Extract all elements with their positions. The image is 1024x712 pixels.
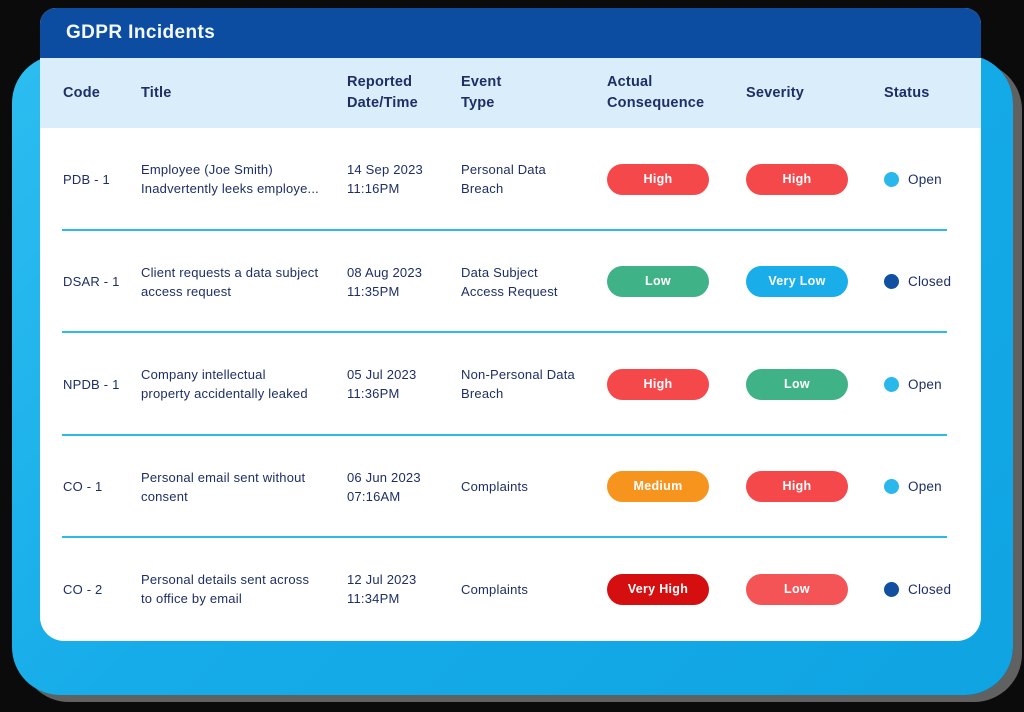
consequence-badge: Low	[607, 266, 709, 298]
column-header-consequence: Actual Consequence	[607, 74, 705, 111]
cell-severity: High	[746, 471, 884, 503]
consequence-badge: High	[607, 163, 709, 195]
table-row[interactable]: PDB - 1 Employee (Joe Smith) Inadvertentl…	[40, 128, 981, 231]
table-body: PDB - 1 Employee (Joe Smith) Inadvertentl…	[40, 128, 981, 641]
panel-header: GDPR Incidents	[40, 8, 981, 58]
table-row[interactable]: CO - 1 Personal email sent without consen…	[40, 436, 981, 538]
cell-severity: Low	[746, 368, 884, 400]
cell-status: Open	[884, 477, 981, 496]
status-dot-icon	[884, 274, 899, 290]
column-header-status: Status	[884, 84, 930, 101]
column-header-reported: Reported Date/Time	[347, 74, 418, 111]
cell-actual-consequence: Low	[607, 266, 746, 298]
severity-badge: Very Low	[746, 266, 848, 298]
consequence-badge: Medium	[607, 471, 709, 503]
status-label: Open	[908, 479, 942, 495]
cell-event-type: Complaints	[461, 479, 529, 495]
cell-actual-consequence: High	[607, 368, 746, 400]
cell-reported-datetime: 05 Jul 2023 11:36PM	[347, 367, 417, 402]
cell-title: Employee (Joe Smith) Inadvertently leeks …	[141, 162, 319, 197]
severity-badge: Low	[746, 368, 848, 400]
cell-status: Open	[884, 170, 981, 189]
cell-status: Open	[884, 375, 981, 394]
cell-code: DSAR - 1	[63, 274, 120, 290]
row-divider	[62, 228, 947, 231]
table-header-row: Code Title Reported Date/Time Event Type Actua…	[40, 58, 981, 128]
cell-actual-consequence: High	[607, 163, 746, 195]
cell-status: Closed	[884, 272, 981, 291]
gdpr-incidents-panel: GDPR Incidents Code Title Reported Date/Tim…	[40, 8, 981, 641]
cell-actual-consequence: Very High	[607, 573, 746, 605]
cell-event-type: Non-Personal Data Breach	[461, 367, 575, 402]
cell-code: CO - 1	[63, 479, 103, 495]
cell-reported-datetime: 08 Aug 2023 11:35PM	[347, 264, 423, 299]
row-divider	[62, 433, 947, 436]
cell-reported-datetime: 06 Jun 2023 07:16AM	[347, 469, 421, 504]
severity-badge: Low	[746, 573, 848, 605]
status-dot-icon	[884, 376, 899, 392]
table-row[interactable]: CO - 2 Personal details sent across to of…	[40, 538, 981, 641]
cell-reported-datetime: 12 Jul 2023 11:34PM	[347, 572, 417, 607]
column-header-severity: Severity	[746, 84, 805, 101]
cell-title: Personal email sent without consent	[141, 469, 306, 504]
status-label: Open	[908, 171, 942, 187]
status-label: Closed	[908, 274, 952, 290]
cell-code: NPDB - 1	[63, 376, 120, 392]
column-header-code: Code	[63, 84, 101, 101]
consequence-badge: Very High	[607, 573, 709, 605]
table-row[interactable]: DSAR - 1 Client requests a data subject a…	[40, 231, 981, 333]
severity-badge: High	[746, 471, 848, 503]
cell-event-type: Personal Data Breach	[461, 162, 546, 197]
column-header-title: Title	[141, 84, 172, 101]
table-row[interactable]: NPDB - 1 Company intellectual property ac…	[40, 333, 981, 436]
consequence-badge: High	[607, 368, 709, 400]
cell-code: CO - 2	[63, 581, 103, 597]
page-title: GDPR Incidents	[66, 22, 216, 43]
cell-title: Personal details sent across to office by…	[141, 572, 310, 607]
cell-severity: Very Low	[746, 266, 884, 298]
cell-event-type: Complaints	[461, 581, 529, 597]
cell-severity: Low	[746, 573, 884, 605]
status-label: Closed	[908, 581, 952, 597]
status-dot-icon	[884, 479, 899, 495]
status-dot-icon	[884, 171, 899, 187]
status-dot-icon	[884, 581, 899, 597]
status-label: Open	[908, 376, 942, 392]
cell-title: Company intellectual property accidentall…	[141, 367, 308, 402]
row-divider	[62, 331, 947, 333]
cell-code: PDB - 1	[63, 171, 110, 187]
severity-badge: High	[746, 163, 848, 195]
cell-reported-datetime: 14 Sep 2023 11:16PM	[347, 162, 423, 197]
cell-event-type: Data Subject Access Request	[461, 264, 558, 299]
cell-status: Closed	[884, 580, 981, 599]
row-divider	[62, 536, 947, 538]
column-header-event: Event Type	[461, 74, 502, 111]
cell-actual-consequence: Medium	[607, 471, 746, 503]
cell-title: Client requests a data subject access req…	[141, 264, 319, 299]
cell-severity: High	[746, 163, 884, 195]
